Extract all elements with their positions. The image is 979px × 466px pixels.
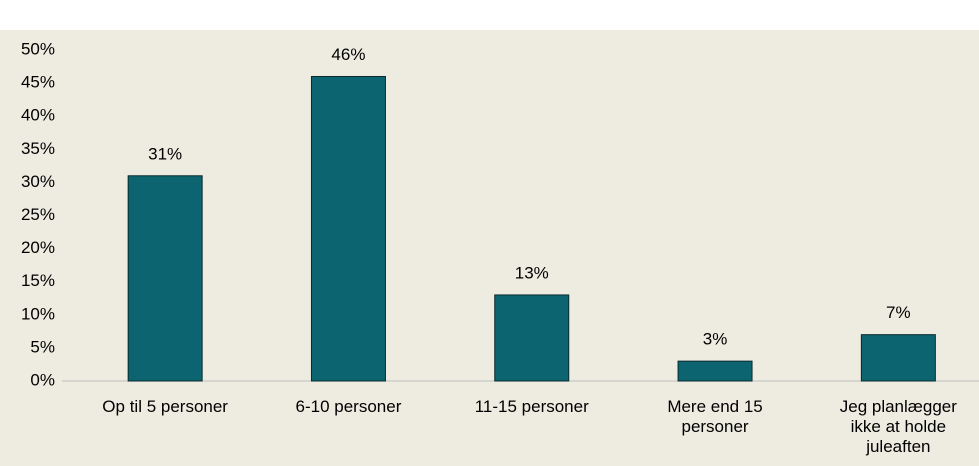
y-tick-label: 10% — [21, 304, 55, 323]
bar — [127, 175, 203, 382]
y-tick-label: 35% — [21, 139, 55, 158]
y-tick-label: 40% — [21, 106, 55, 125]
y-tick-label: 5% — [30, 337, 55, 356]
y-tick-label: 45% — [21, 73, 55, 92]
data-label: 13% — [515, 263, 549, 282]
y-tick-label: 20% — [21, 238, 55, 257]
x-tick-label: Op til 5 personer — [102, 397, 228, 416]
data-label: 31% — [148, 144, 182, 163]
x-tick-label: 6-10 personer — [295, 397, 402, 416]
x-tick-label: 11-15 personer — [474, 397, 589, 416]
x-tick-label: Mere end 15 personer — [667, 397, 763, 436]
y-tick-label: 25% — [21, 205, 55, 224]
y-tick-label: 0% — [30, 370, 55, 389]
bar — [860, 334, 936, 382]
data-label: 7% — [886, 303, 911, 322]
y-tick-label: 50% — [21, 39, 55, 58]
bar — [677, 360, 753, 382]
data-label: 3% — [703, 330, 728, 349]
bar — [494, 294, 570, 382]
data-label: 46% — [331, 45, 365, 64]
y-tick-label: 15% — [21, 271, 55, 290]
x-tick-label: Jeg planlægger ikke at holde juleaften — [839, 397, 957, 456]
y-tick-label: 30% — [21, 172, 55, 191]
bar — [310, 75, 386, 382]
